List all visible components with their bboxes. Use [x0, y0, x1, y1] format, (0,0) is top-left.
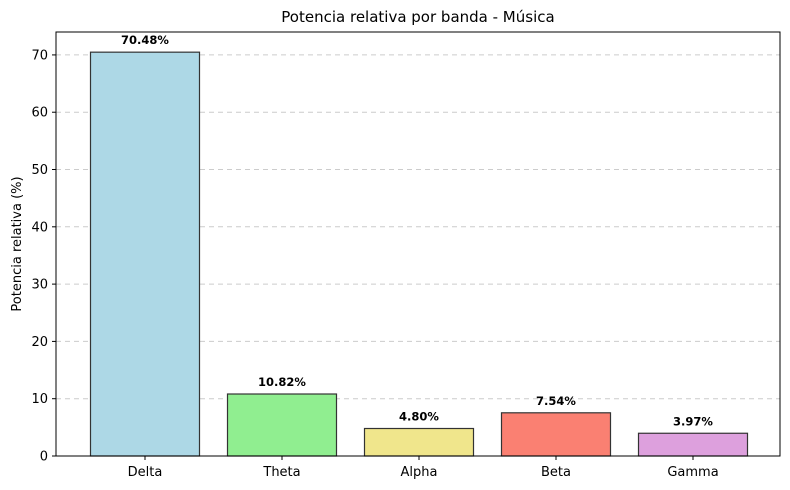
x-tick-label-gamma: Gamma — [667, 465, 718, 480]
data-label-gamma: 3.97% — [673, 414, 713, 428]
bar-theta — [226, 393, 338, 457]
bar-beta — [500, 412, 612, 457]
bar-delta — [89, 51, 201, 457]
chart-title: Potencia relativa por banda - Música — [281, 8, 554, 26]
y-tick-label: 20 — [31, 335, 48, 350]
x-tick-label-alpha: Alpha — [401, 465, 438, 480]
y-tick-label: 0 — [40, 450, 48, 465]
y-axis-label: Potencia relativa (%) — [10, 176, 25, 311]
x-tick-label-theta: Theta — [262, 465, 300, 480]
data-label-beta: 7.54% — [536, 394, 576, 408]
x-tick-label-delta: Delta — [128, 465, 163, 480]
data-label-delta: 70.48% — [121, 33, 169, 47]
plot-frame — [55, 31, 781, 457]
x-axis: Delta Theta Alpha Beta Gamma — [128, 456, 719, 480]
y-tick-label: 50 — [31, 163, 48, 178]
data-labels: 70.48% 10.82% 4.80% 7.54% 3.97% — [121, 33, 713, 428]
y-tick-label: 70 — [31, 48, 48, 63]
y-tick-label: 40 — [31, 220, 48, 235]
y-axis: 0 10 20 30 40 50 60 70 — [31, 48, 56, 465]
y-tick-label: 30 — [31, 278, 48, 293]
bar-gamma — [637, 432, 749, 457]
data-label-theta: 10.82% — [258, 375, 306, 389]
y-tick-label: 60 — [31, 106, 48, 121]
bars — [89, 51, 749, 457]
y-tick-label: 10 — [31, 392, 48, 407]
bar-alpha — [363, 427, 475, 457]
x-tick-label-beta: Beta — [541, 465, 571, 480]
data-label-alpha: 4.80% — [399, 409, 439, 423]
